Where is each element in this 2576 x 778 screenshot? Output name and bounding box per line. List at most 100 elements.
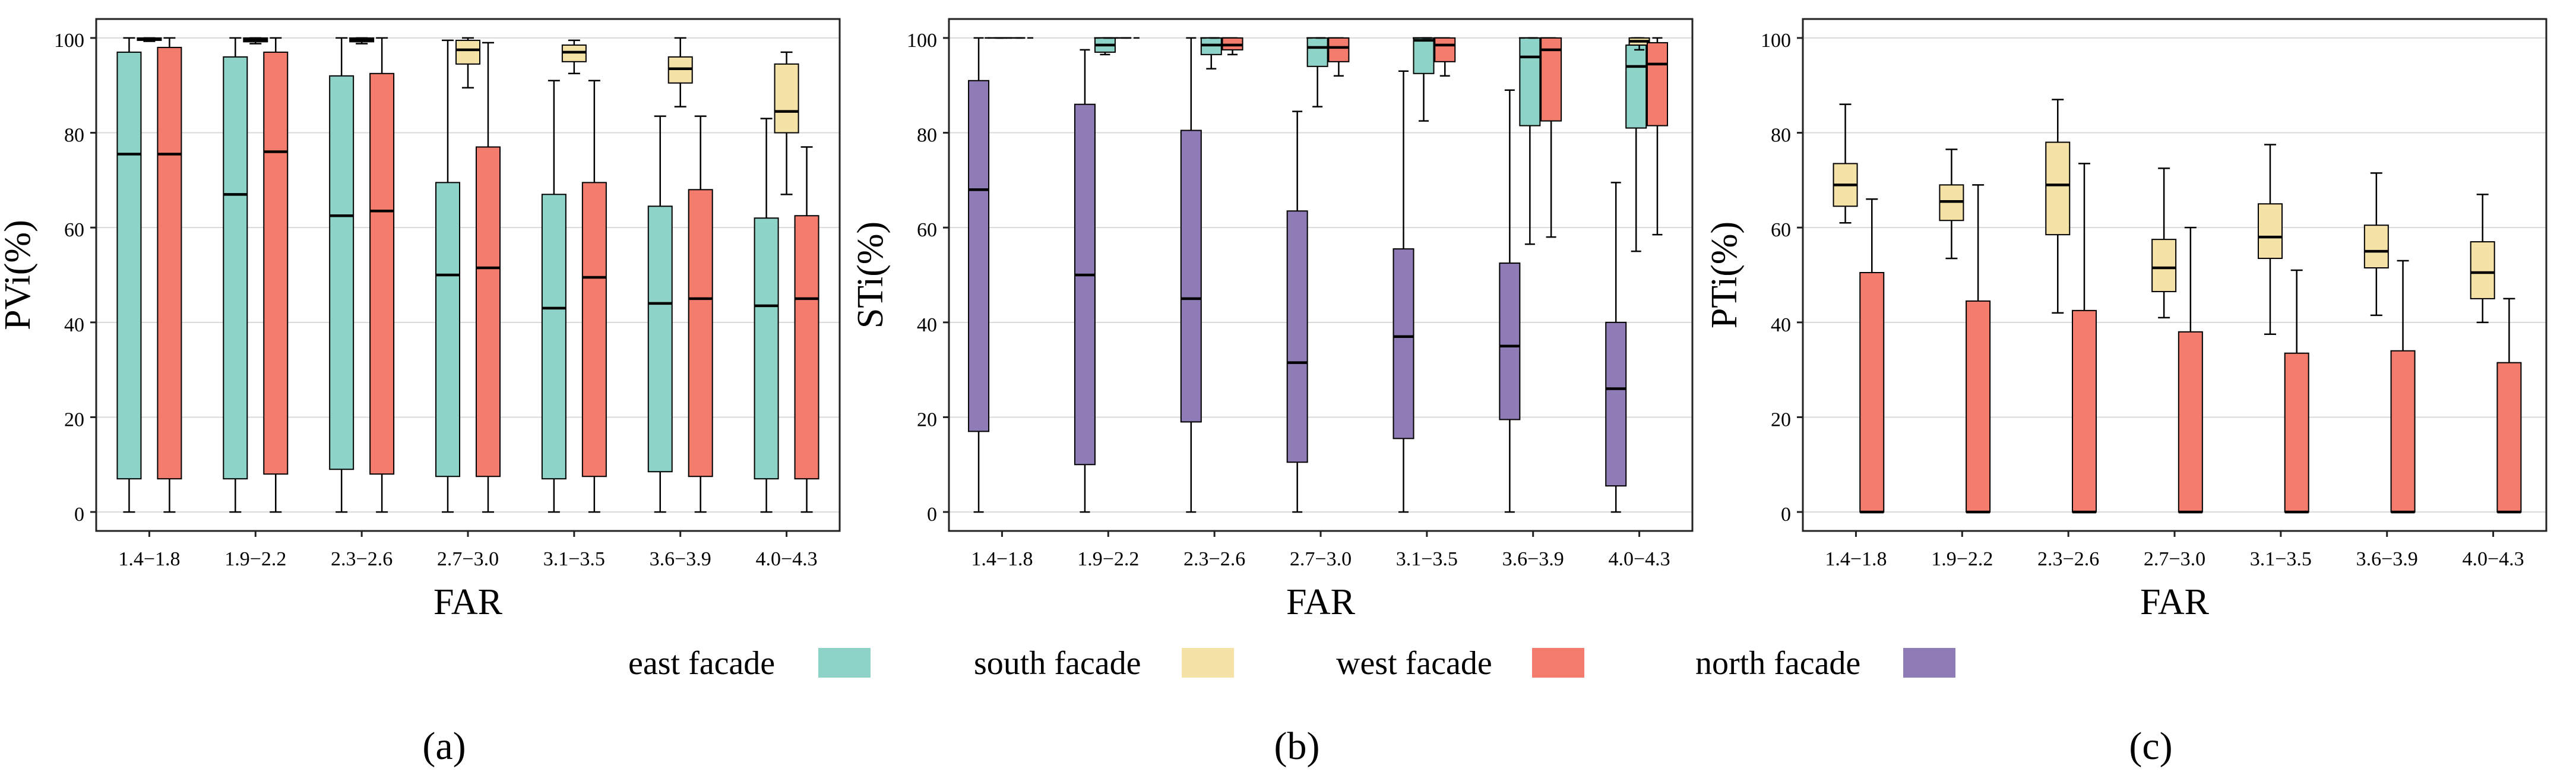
x-tick-label: 2.7−3.0 — [2144, 548, 2205, 570]
x-axis-title: FAR — [2140, 582, 2210, 622]
y-tick-label: 60 — [917, 219, 937, 241]
x-tick-label: 1.9−2.2 — [224, 548, 286, 570]
x-tick-label: 3.6−3.9 — [650, 548, 711, 570]
box-south-4 — [455, 37, 480, 88]
box-iqr — [2045, 141, 2071, 236]
box-south-7 — [1628, 37, 1650, 51]
box-iqr — [774, 63, 799, 134]
box-east-4 — [435, 39, 461, 513]
y-tick-label: 40 — [1771, 314, 1791, 336]
x-tick-label: 2.3−2.6 — [2037, 548, 2099, 570]
y-tick-label: 100 — [907, 30, 937, 52]
box-south-1 — [1833, 103, 1858, 224]
box-west-7 — [794, 146, 819, 513]
box-iqr — [475, 146, 501, 477]
x-axis-title: FAR — [433, 582, 503, 622]
x-tick-label: 4.0−4.3 — [755, 548, 817, 570]
box-iqr — [329, 75, 355, 470]
box-iqr — [1646, 42, 1668, 126]
box-iqr — [455, 39, 480, 65]
box-iqr — [369, 72, 395, 475]
box-south-5 — [561, 39, 587, 75]
box-west-5 — [1434, 37, 1456, 77]
x-tick-label: 2.3−2.6 — [1183, 548, 1245, 570]
y-tick-label: 40 — [917, 314, 937, 336]
box-west-1 — [1859, 198, 1885, 514]
y-tick-label: 0 — [927, 504, 937, 526]
box-north-1 — [968, 37, 990, 513]
box-north-5 — [1393, 70, 1414, 513]
panel-label: (a) — [422, 725, 466, 768]
box-west-4 — [2178, 226, 2203, 514]
box-north-2 — [1074, 49, 1096, 513]
y-axis-title: PVi(%) — [0, 220, 38, 330]
legend-label: north facade — [1695, 645, 1860, 682]
box-iqr — [2178, 331, 2203, 513]
box-iqr — [1966, 300, 1991, 513]
box-west-2 — [263, 37, 289, 513]
series-south — [137, 37, 799, 195]
box-east-7 — [1625, 37, 1647, 252]
box-west-4 — [1328, 37, 1350, 77]
x-tick-label: 4.0−4.3 — [1608, 548, 1670, 570]
box-south-7 — [774, 51, 799, 195]
series-north — [968, 37, 1627, 513]
plot-frame — [95, 18, 841, 532]
box-iqr — [1519, 37, 1541, 126]
box-east-4 — [1306, 37, 1328, 107]
box-iqr — [2363, 224, 2389, 269]
box-iqr — [1605, 321, 1627, 487]
box-east-5 — [541, 80, 567, 513]
series-west — [1006, 37, 1668, 238]
box-iqr — [435, 182, 461, 477]
panel-label: (c) — [2129, 725, 2172, 768]
y-tick-label: 60 — [1771, 219, 1791, 241]
box-west-5 — [581, 80, 607, 513]
legend: east facade south facade west facade north … — [628, 645, 1955, 682]
legend-swatch — [1903, 648, 1955, 678]
box-iqr — [1286, 210, 1308, 463]
x-tick-label: 1.9−2.2 — [1077, 548, 1139, 570]
box-west-6 — [688, 115, 713, 513]
legend-item-north-facade: north facade — [1695, 645, 1955, 682]
box-iqr — [2496, 362, 2522, 513]
box-north-6 — [1499, 89, 1521, 513]
box-iqr — [1499, 263, 1521, 420]
y-tick-label: 80 — [917, 125, 937, 147]
box-south-6 — [667, 37, 693, 107]
chart-panel-2: 0 20 40 60 80 100 1.4−1.8 1.9−2.2 2.3−2.6 2.7−3.0… — [850, 18, 1694, 768]
box-north-7 — [1605, 182, 1627, 513]
box-south-7 — [2470, 194, 2495, 324]
box-iqr — [1074, 103, 1096, 466]
box-south-3 — [349, 37, 375, 45]
x-tick-label: 3.6−3.9 — [2356, 548, 2418, 570]
y-tick-label: 100 — [1761, 30, 1791, 52]
box-iqr — [1434, 37, 1456, 62]
box-iqr — [754, 217, 779, 480]
box-iqr — [2390, 350, 2416, 513]
box-iqr — [688, 189, 713, 477]
y-tick-label: 0 — [1781, 504, 1791, 526]
x-tick-label: 3.1−3.5 — [543, 548, 605, 570]
box-iqr — [2257, 203, 2283, 260]
box-north-4 — [1286, 110, 1308, 513]
box-iqr — [1859, 272, 1885, 513]
box-iqr — [1393, 248, 1414, 439]
box-iqr — [1413, 37, 1435, 74]
box-iqr — [541, 194, 567, 480]
box-west-7 — [1646, 37, 1668, 236]
box-east-3 — [329, 37, 355, 513]
box-west-5 — [2284, 269, 2309, 514]
box-iqr — [2470, 241, 2495, 299]
box-west-6 — [2390, 260, 2416, 514]
y-tick-label: 80 — [1771, 125, 1791, 147]
y-tick-label: 80 — [64, 125, 84, 147]
box-east-5 — [1413, 37, 1435, 122]
box-west-7 — [2496, 298, 2522, 514]
box-west-4 — [475, 42, 501, 513]
box-south-3 — [2045, 99, 2071, 314]
box-iqr — [263, 51, 289, 475]
box-west-3 — [1221, 37, 1243, 56]
x-tick-label: 4.0−4.3 — [2462, 548, 2524, 570]
